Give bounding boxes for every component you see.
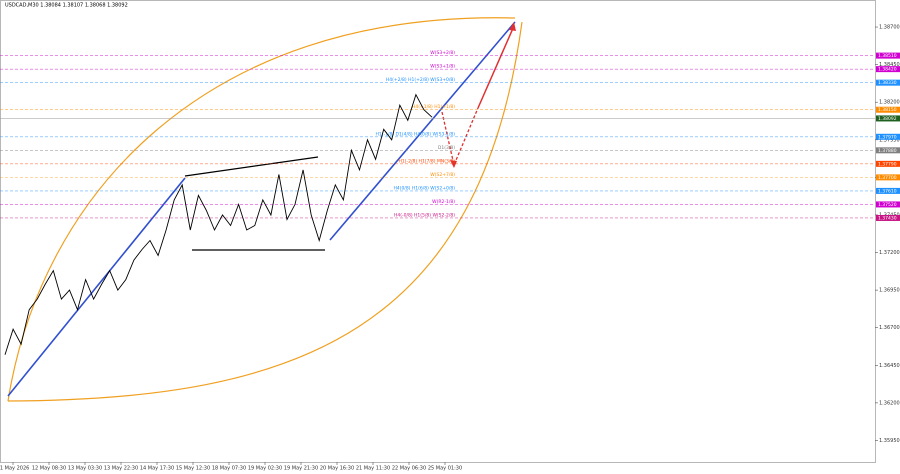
price-tag [876,187,900,194]
y-tick-label: 1.38700 [879,25,900,31]
price-tag [876,174,900,181]
price-tag-label: 1.38150 [878,107,897,113]
level-label: H4(+2/8) H1(+2/8) W(S3+0/8) [386,77,455,83]
price-tag-label: 1.38510 [878,53,897,59]
x-tick-label: 19 May 02:30 [248,466,282,472]
arrow-head [509,22,516,31]
price-tag-label: 1.37880 [878,148,897,154]
x-tick-label: 13 May 03:30 [68,466,102,472]
price-tag-label: 1.37520 [878,202,897,208]
price-tag-label: 1.38330 [878,80,897,86]
price-tag [876,79,900,86]
level-label: W(R2-1/8) [432,199,455,205]
y-tick-label: 1.35950 [879,438,900,444]
drawings [7,17,523,402]
price-tag-label: 1.37430 [878,215,897,221]
price-tag-label: 1.38420 [878,67,897,73]
price-tag [876,214,900,221]
x-tick-label: 12 May 08:30 [32,466,66,472]
price-tag [876,66,900,73]
x-tick-label: 18 May 07:30 [212,466,246,472]
price-tag [876,133,900,140]
price-tag [876,147,900,154]
price-tag-label: 1.37790 [878,161,897,167]
y-tick-label: 1.36450 [879,363,900,369]
x-tick-label: 15 May 12:30 [176,466,210,472]
forecast-path [441,107,479,168]
level-label: H1(-2/8) H1(7/8) MN(3/8) [399,158,456,164]
level-label: W(S3+2/8) [430,50,455,56]
price-tag [876,160,900,167]
x-tick-label: 11 May 2026 [0,466,29,472]
level-label: H4(-0/8) H1(5/8) W(S2-2/8) [394,212,455,218]
price-tag-label: 1.37970 [878,134,897,140]
x-tick-label: 13 May 22:30 [104,466,138,472]
y-tick-label: 1.36200 [879,400,900,406]
y-tick-label: 1.37200 [879,250,900,256]
chart-title: USDCAD,M30 1.38084 1.38107 1.38068 1.380… [5,3,128,9]
trend-line [329,21,516,241]
price-tag-label: 1.37610 [878,188,897,194]
price-tag [876,106,900,113]
arrow-head [450,160,457,168]
price-tag [876,115,900,122]
x-tick-label: 19 May 21:30 [284,466,318,472]
y-tick-label: 1.36700 [879,325,900,331]
y-tick-label: 1.37950 [879,137,900,143]
level-label: H4(+1/8) H1(+1/8) [412,104,455,110]
x-tick-label: 22 May 06:30 [392,466,426,472]
x-tick-label: 25 May 01:30 [428,466,462,472]
price-tag-label: 1.38092 [878,116,897,122]
level-label: D1(3/8) [438,145,455,151]
y-tick-label: 1.36950 [879,288,900,294]
x-tick-label: 21 May 11:30 [356,466,390,472]
arc-upper [7,17,516,402]
y-tick-label: 1.38200 [879,100,900,106]
y-tick-label: 1.38450 [879,62,900,68]
channel-line [184,156,319,177]
plot-frame [0,0,876,463]
trend-line [7,177,186,397]
forecast-arrow [477,25,515,109]
level-label: W(S3+1/8) [430,64,455,70]
level-label: W(S2+7/8) [430,172,455,178]
price-tag [876,52,900,59]
price-line [4,93,433,355]
arc-lower [7,21,523,402]
level-label: H1(-1/8) D1(4/8) H4(0/8) W(S3-1/8) [375,131,455,137]
price-tag [876,201,900,208]
price-tag-label: 1.37700 [878,175,897,181]
x-tick-label: 20 May 16:30 [320,466,354,472]
x-tick-label: 14 May 17:30 [140,466,174,472]
level-label: H4(0/8) H1(6/8) W(S2+0/8) [393,185,455,191]
